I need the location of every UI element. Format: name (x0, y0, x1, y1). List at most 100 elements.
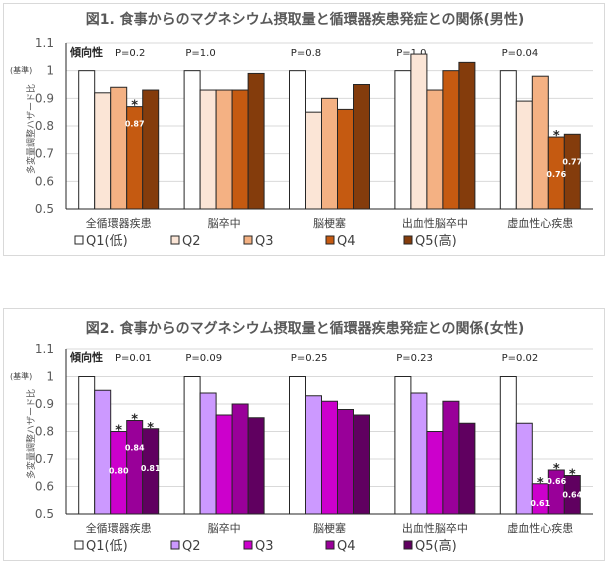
bar-q1低 (499, 376, 517, 515)
p-value-label: P=1.0 (396, 48, 426, 59)
bar-q5高 (458, 61, 476, 210)
significance-star: * (537, 476, 544, 491)
p-value-label: P=0.01 (115, 353, 152, 364)
y-tick-label: 1 (46, 64, 54, 78)
legend-swatch (74, 235, 84, 245)
legend-swatch (243, 540, 253, 550)
chart-title: 図2. 食事からのマグネシウム摂取量と循環器疾患発症との関係(女性) (86, 320, 525, 337)
significance-star: * (553, 129, 560, 144)
p-value-label: P=1.0 (185, 48, 215, 59)
y-tick-label: 0.7 (35, 147, 54, 161)
legend-label: Q5(高) (415, 233, 457, 249)
bar-q1低 (394, 70, 412, 210)
significance-star: * (115, 424, 122, 439)
y-tick-label: 0.5 (35, 202, 54, 216)
chart-female-svg: 図2. 食事からのマグネシウム摂取量と循環器疾患発症との関係(女性) 0.5 0.… (10, 320, 593, 554)
p-value-label: P=0.23 (396, 353, 433, 364)
bar-q1低 (289, 70, 306, 210)
category-label: 脳梗塞 (313, 216, 346, 230)
y-tick-label: 0.6 (35, 480, 54, 494)
y-tick-label: 0.9 (35, 397, 54, 411)
bar-q1低 (78, 376, 96, 515)
legend-swatch (74, 540, 84, 550)
y-tick-label: 0.6 (35, 174, 54, 188)
data-label: 0.87 (125, 120, 145, 129)
bar-q5高 (353, 84, 370, 210)
bar-q3 (215, 414, 233, 515)
y-tick-label: 0.7 (35, 452, 54, 466)
category-label: 虚血性心疾患 (507, 216, 573, 230)
p-value-label: P=0.02 (502, 353, 539, 364)
bar-q2 (305, 395, 322, 515)
chart-male: 図1. 食事からのマグネシウム摂取量と循環器疾患発症との関係(男性) 0.5 0.… (3, 3, 605, 256)
category-label: 全循環器疾患 (86, 521, 152, 535)
y-tick-label: 0.8 (35, 425, 54, 439)
data-label: 0.66 (546, 477, 566, 486)
bar-q4 (337, 108, 354, 210)
data-label: 0.80 (109, 467, 129, 476)
legend-swatch (243, 235, 253, 245)
bar-q5高 (247, 72, 265, 210)
p-value-label: P=0.25 (291, 353, 328, 364)
bar-q3 (426, 89, 444, 210)
significance-star: * (569, 468, 576, 483)
p-value-label: P=0.8 (291, 48, 321, 59)
bar-q4 (442, 70, 460, 210)
chart-male-svg: 図1. 食事からのマグネシウム摂取量と循環器疾患発症との関係(男性) 0.5 0.… (10, 11, 593, 249)
significance-star: * (553, 462, 560, 477)
bar-q2 (515, 100, 533, 210)
bar-q3 (215, 89, 233, 210)
legend-swatch (170, 540, 180, 550)
category-label: 脳梗塞 (313, 521, 346, 535)
bar-q5高 (142, 89, 160, 210)
data-label: 0.64 (562, 491, 582, 500)
legend-swatch (403, 540, 413, 550)
y-tick-label: 0.5 (35, 507, 54, 521)
bar-q5高 (353, 414, 370, 515)
category-label: 虚血性心疾患 (507, 521, 573, 535)
trend-label: 傾向性 (69, 350, 103, 364)
legend-swatch (325, 235, 335, 245)
trend-label: 傾向性 (69, 45, 103, 59)
bar-q3 (426, 431, 444, 515)
bar-q2 (94, 389, 112, 515)
bar-q2 (94, 92, 112, 210)
legend-label: Q1(低) (86, 234, 128, 249)
category-label: 脳卒中 (208, 216, 241, 230)
bar-q4 (231, 403, 249, 515)
legend-label: Q3 (255, 234, 274, 249)
bar-q5高 (247, 417, 265, 515)
bar-q1低 (78, 70, 96, 210)
legend-label: Q4 (337, 234, 356, 249)
reference-label: (基準) (10, 371, 32, 381)
y-tick-label: 1.1 (35, 36, 54, 50)
category-label: 全循環器疾患 (86, 216, 152, 230)
bar-q2 (199, 89, 217, 210)
bar-q2 (199, 392, 217, 515)
chart-female: 図2. 食事からのマグネシウム摂取量と循環器疾患発症との関係(女性) 0.5 0.… (3, 308, 605, 561)
legend-label: Q4 (337, 539, 356, 554)
significance-star: * (131, 413, 138, 428)
p-value-label: P=0.04 (502, 48, 539, 59)
y-axis-label: 多変量調整ハザード比 (25, 389, 37, 479)
chart-title: 図1. 食事からのマグネシウム摂取量と循環器疾患発症との関係(男性) (86, 11, 525, 28)
reference-label: (基準) (10, 65, 32, 75)
category-label: 出血性脳卒中 (402, 521, 468, 535)
y-axis-label: 多変量調整ハザード比 (25, 84, 37, 174)
bar-q4 (337, 409, 354, 515)
bar-q1低 (183, 376, 201, 515)
y-tick-label: 1.1 (35, 342, 54, 356)
significance-star: * (147, 421, 154, 436)
legend-label: Q1(低) (86, 539, 128, 554)
data-label: 0.81 (141, 464, 161, 473)
bar-q1低 (289, 376, 306, 515)
category-label: 出血性脳卒中 (402, 216, 468, 230)
bar-q2 (410, 53, 428, 210)
bar-q4 (231, 89, 249, 210)
bar-q3 (531, 75, 549, 210)
legend-swatch (403, 235, 413, 245)
y-tick-label: 0.8 (35, 119, 54, 133)
bar-q3 (321, 400, 338, 515)
legend-label: Q2 (182, 234, 201, 249)
bar-q1低 (499, 70, 517, 210)
